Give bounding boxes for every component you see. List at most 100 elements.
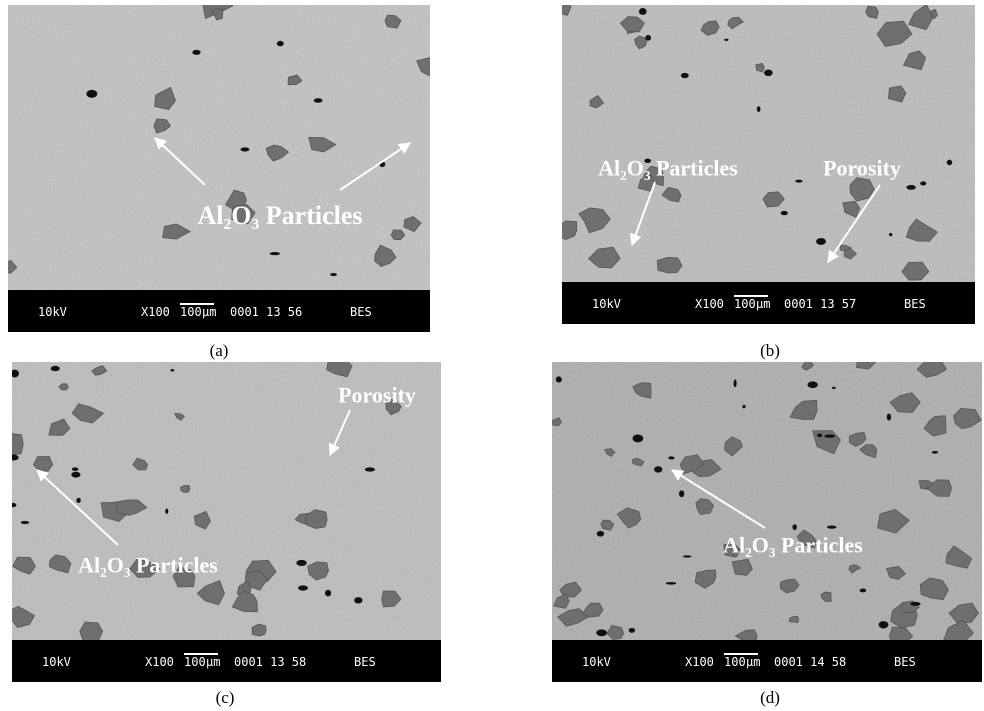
particle: [196, 580, 225, 606]
particle: [588, 246, 621, 269]
pore: [76, 497, 81, 503]
pore: [816, 237, 826, 245]
info-bar: [552, 640, 982, 682]
particle: [789, 399, 818, 420]
pore: [596, 629, 608, 637]
pore: [906, 185, 916, 190]
particle: [886, 566, 906, 580]
particle: [926, 479, 953, 497]
image-code: 0001 13 56: [230, 305, 302, 319]
annotation-label: Al₂O₃ Particles: [78, 553, 218, 578]
particle: [71, 403, 105, 424]
particle: [251, 623, 267, 637]
pore: [931, 450, 939, 454]
annotation-label: Al₂O₃ Particles: [197, 201, 362, 230]
pore: [298, 585, 308, 591]
info-bar: [562, 282, 975, 324]
particle: [908, 5, 934, 31]
pore: [555, 376, 562, 383]
particle: [634, 35, 648, 50]
annotation-label: Al₂O₃ Particles: [598, 156, 738, 181]
particle: [589, 94, 605, 109]
particle: [403, 216, 422, 233]
particle: [656, 256, 683, 274]
pore: [71, 471, 81, 478]
particle: [557, 608, 589, 627]
particle: [905, 218, 939, 242]
pore: [764, 69, 773, 77]
particle: [374, 244, 397, 268]
pore: [742, 404, 746, 409]
particle: [307, 561, 329, 581]
pore: [831, 386, 836, 389]
particle: [948, 602, 979, 624]
pore: [324, 589, 332, 597]
panel-caption: (a): [210, 341, 229, 360]
pore: [817, 433, 823, 438]
particle: [724, 436, 743, 457]
sem-image: [8, 5, 430, 290]
pore: [165, 508, 169, 514]
particle: [919, 577, 949, 601]
particle: [552, 417, 562, 427]
pore: [682, 555, 692, 558]
particle: [843, 248, 858, 260]
particle: [49, 554, 72, 574]
annotation-label: Al₂O₃ Particles: [723, 533, 863, 558]
particle: [12, 605, 36, 628]
pore: [192, 49, 201, 55]
particle: [889, 392, 921, 413]
pore: [596, 530, 605, 537]
annotation-arrow: [827, 184, 881, 263]
particle: [91, 365, 108, 376]
particle: [154, 86, 176, 110]
scale-label: 100: [184, 655, 206, 669]
particle: [779, 578, 800, 594]
image-code: 0001 13 58: [234, 655, 306, 669]
pore: [628, 627, 636, 633]
pore: [330, 272, 337, 277]
particle: [179, 484, 191, 493]
particle: [723, 544, 742, 558]
particle: [842, 200, 861, 218]
particle: [632, 457, 645, 467]
pore: [886, 413, 892, 421]
micrograph-panel: 10kV X100 100 µm 0001 13 56 BES Al₂O₃ Particle…: [8, 5, 430, 360]
pore: [668, 456, 675, 460]
pore: [645, 34, 652, 41]
particle: [700, 20, 720, 36]
pore: [240, 147, 250, 152]
particle: [132, 457, 148, 471]
annotation-arrow: [339, 142, 411, 191]
micrograph-panel: 10kV X100 100 µm 0001 13 58 BES Porosity Al₂O₃ …: [12, 362, 441, 707]
particle: [231, 203, 256, 225]
pore: [946, 159, 953, 166]
particle: [734, 629, 758, 640]
particle: [901, 261, 930, 281]
particle: [888, 626, 914, 640]
voltage: 10kV: [582, 655, 611, 669]
particle: [945, 545, 973, 569]
pore: [920, 181, 927, 186]
scale-unit: µm: [746, 655, 760, 669]
scale-label: 100: [734, 297, 756, 311]
annotation-arrow: [154, 137, 206, 186]
particle: [820, 591, 832, 602]
particle: [694, 569, 717, 589]
pore: [50, 365, 60, 372]
pore: [878, 621, 889, 629]
particle: [305, 509, 328, 529]
particle: [887, 85, 907, 103]
annotation-arrow: [630, 181, 656, 247]
particle: [381, 590, 402, 608]
particle: [902, 50, 927, 71]
particle: [695, 498, 715, 515]
particle: [8, 260, 18, 274]
particle: [877, 508, 910, 534]
particle: [637, 173, 655, 192]
micrograph-panel: 10kV X100 100 µm 0001 13 57 BES Al₂O₃ Particle…: [562, 5, 975, 360]
particle: [661, 187, 682, 203]
sem-image: [552, 362, 982, 640]
particle: [193, 510, 211, 530]
magnification: X100: [685, 655, 714, 669]
